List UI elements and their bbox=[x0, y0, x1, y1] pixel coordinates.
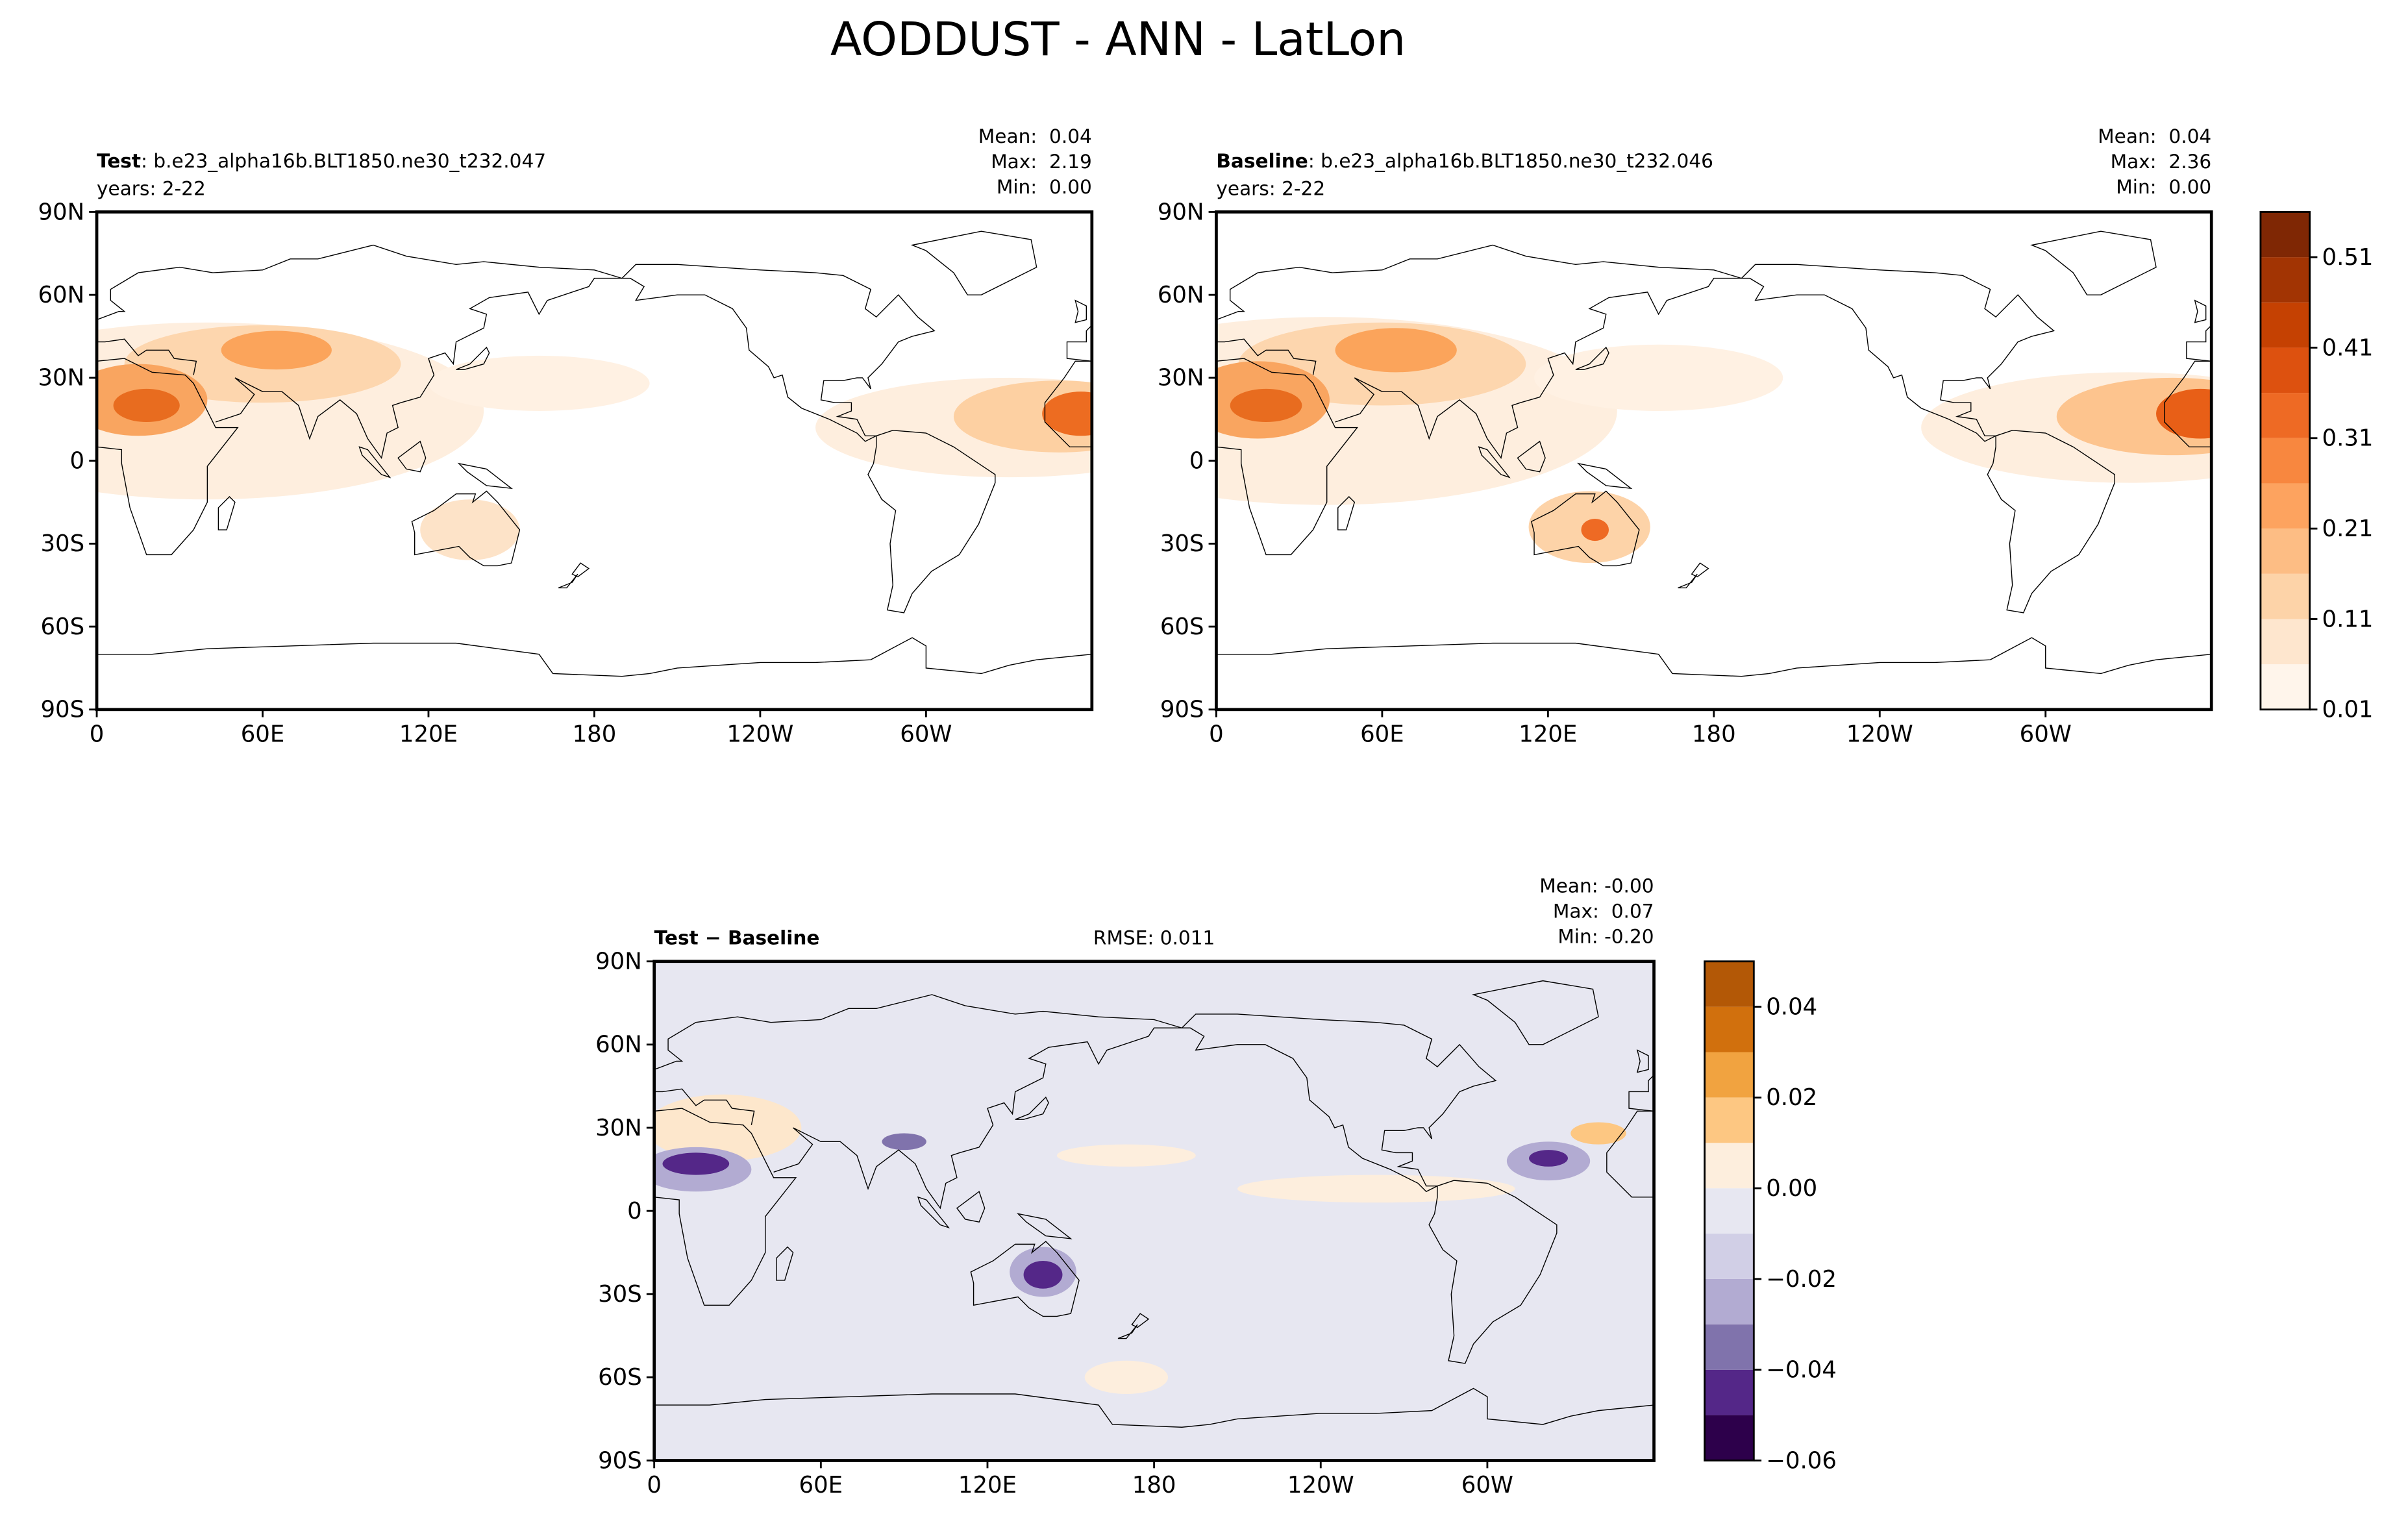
colorbar-tick-label: 0.00 bbox=[1766, 1175, 1817, 1202]
stat: Min: -0.20 bbox=[1558, 925, 1654, 947]
rmse: RMSE: 0.011 bbox=[1093, 927, 1215, 949]
x-tick-label: 120W bbox=[1846, 721, 1913, 747]
colorbar-box bbox=[2260, 212, 2310, 258]
colorbar-tick-label: 0.01 bbox=[2322, 697, 2374, 723]
panel-label: Test: b.e23_alpha16b.BLT1850.ne30_t232.0… bbox=[97, 150, 546, 172]
x-tick-label: 180 bbox=[1692, 721, 1736, 747]
years: years: 2-22 bbox=[97, 177, 206, 199]
stat: Min: 0.00 bbox=[2116, 176, 2211, 198]
colorbar-box bbox=[2260, 573, 2310, 619]
x-tick-label: 120W bbox=[1287, 1472, 1354, 1498]
x-tick-label: 60W bbox=[900, 721, 952, 747]
y-tick-label: 0 bbox=[627, 1198, 642, 1224]
panel-label: Test − Baseline bbox=[654, 927, 820, 949]
colorbar-tick-label: −0.06 bbox=[1766, 1447, 1837, 1474]
colorbar-box bbox=[1704, 1234, 1754, 1279]
y-tick-label: 90S bbox=[1160, 697, 1204, 723]
y-tick-label: 60N bbox=[1158, 282, 1204, 308]
y-tick-label: 60N bbox=[595, 1032, 642, 1058]
colorbar-box bbox=[2260, 347, 2310, 393]
x-tick-label: 60E bbox=[241, 721, 285, 747]
y-tick-label: 90S bbox=[598, 1447, 642, 1474]
panel-label-bold: Test bbox=[97, 150, 141, 172]
stat: Mean: 0.04 bbox=[2098, 125, 2211, 147]
colorbar-box bbox=[1704, 1006, 1754, 1052]
colorbar-box bbox=[2260, 619, 2310, 665]
colorbar-box bbox=[1704, 1143, 1754, 1189]
y-tick-label: 60S bbox=[1160, 614, 1204, 640]
x-tick-label: 60W bbox=[1461, 1472, 1513, 1498]
y-tick-label: 30N bbox=[595, 1115, 642, 1141]
x-tick-label: 0 bbox=[647, 1472, 662, 1498]
colorbar-box bbox=[2260, 302, 2310, 348]
colorbar-box bbox=[2260, 257, 2310, 303]
panel-label-bold: Baseline bbox=[1216, 150, 1308, 172]
colorbar-frame bbox=[2259, 211, 2311, 711]
x-tick-label: 60W bbox=[2020, 721, 2072, 747]
x-tick-label: 0 bbox=[1209, 721, 1224, 747]
colorbar-box bbox=[1704, 1052, 1754, 1098]
panel-label: Baseline: b.e23_alpha16b.BLT1850.ne30_t2… bbox=[1216, 150, 1713, 172]
y-tick-label: 90N bbox=[38, 199, 84, 225]
colorbar-box bbox=[1704, 961, 1754, 1007]
x-tick-label: 120E bbox=[958, 1472, 1017, 1498]
colorbar-tick-label: 0.41 bbox=[2322, 334, 2374, 361]
figure-title: AODDUST - ANN - LatLon bbox=[830, 12, 1406, 66]
colorbar-tick-label: 0.04 bbox=[1766, 993, 1817, 1020]
stat: Max: 0.07 bbox=[1553, 900, 1654, 922]
colorbar-box bbox=[2260, 438, 2310, 484]
y-tick-label: 60S bbox=[598, 1364, 642, 1391]
x-tick-label: 120E bbox=[399, 721, 458, 747]
y-tick-label: 60S bbox=[40, 614, 84, 640]
x-tick-label: 0 bbox=[90, 721, 105, 747]
years: years: 2-22 bbox=[1216, 177, 1325, 199]
x-tick-label: 60E bbox=[799, 1472, 843, 1498]
colorbar-box bbox=[1704, 1369, 1754, 1415]
colorbar-tick-label: 0.21 bbox=[2322, 516, 2374, 542]
colorbar-box bbox=[1704, 1324, 1754, 1370]
y-tick-label: 90N bbox=[595, 949, 642, 975]
colorbar-box bbox=[1704, 1188, 1754, 1234]
y-tick-label: 0 bbox=[1189, 447, 1204, 474]
x-tick-label: 180 bbox=[1132, 1472, 1176, 1498]
colorbar-tick-label: 0.11 bbox=[2322, 606, 2374, 632]
x-tick-label: 60E bbox=[1360, 721, 1404, 747]
y-tick-label: 30S bbox=[40, 530, 84, 557]
panel-label-bold: Test − Baseline bbox=[654, 927, 820, 949]
colorbar-tick-label: 0.31 bbox=[2322, 425, 2374, 452]
y-tick-label: 30N bbox=[38, 365, 84, 392]
y-tick-label: 30N bbox=[1158, 365, 1204, 392]
colorbar-tick-label: −0.02 bbox=[1766, 1266, 1837, 1293]
x-tick-label: 180 bbox=[573, 721, 617, 747]
stat: Mean: -0.00 bbox=[1539, 875, 1654, 897]
case-name: : b.e23_alpha16b.BLT1850.ne30_t232.047 bbox=[141, 150, 546, 172]
case-name: : b.e23_alpha16b.BLT1850.ne30_t232.046 bbox=[1308, 150, 1713, 172]
y-tick-label: 90S bbox=[40, 697, 84, 723]
stat: Mean: 0.04 bbox=[978, 125, 1092, 147]
colorbar-tick-label: 0.02 bbox=[1766, 1084, 1817, 1111]
x-tick-label: 120E bbox=[1519, 721, 1577, 747]
y-tick-label: 60N bbox=[38, 282, 84, 308]
stat: Max: 2.36 bbox=[2111, 151, 2212, 173]
colorbar-box bbox=[1704, 1278, 1754, 1324]
colorbar-box bbox=[2260, 393, 2310, 438]
stat: Min: 0.00 bbox=[997, 176, 1092, 198]
x-tick-label: 120W bbox=[727, 721, 794, 747]
colorbar-box bbox=[1704, 1097, 1754, 1143]
y-tick-label: 0 bbox=[70, 447, 85, 474]
y-tick-label: 30S bbox=[598, 1281, 642, 1308]
colorbar-box bbox=[2260, 664, 2310, 710]
colorbar-tick-label: −0.04 bbox=[1766, 1357, 1837, 1384]
stat: Max: 2.19 bbox=[991, 151, 1092, 173]
colorbar-tick-label: 0.51 bbox=[2322, 244, 2374, 271]
y-tick-label: 90N bbox=[1158, 199, 1204, 225]
colorbar-box bbox=[2260, 528, 2310, 574]
y-tick-label: 30S bbox=[1160, 530, 1204, 557]
colorbar-frame bbox=[1704, 960, 1755, 1461]
colorbar-box bbox=[1704, 1415, 1754, 1461]
colorbar-box bbox=[2260, 483, 2310, 529]
